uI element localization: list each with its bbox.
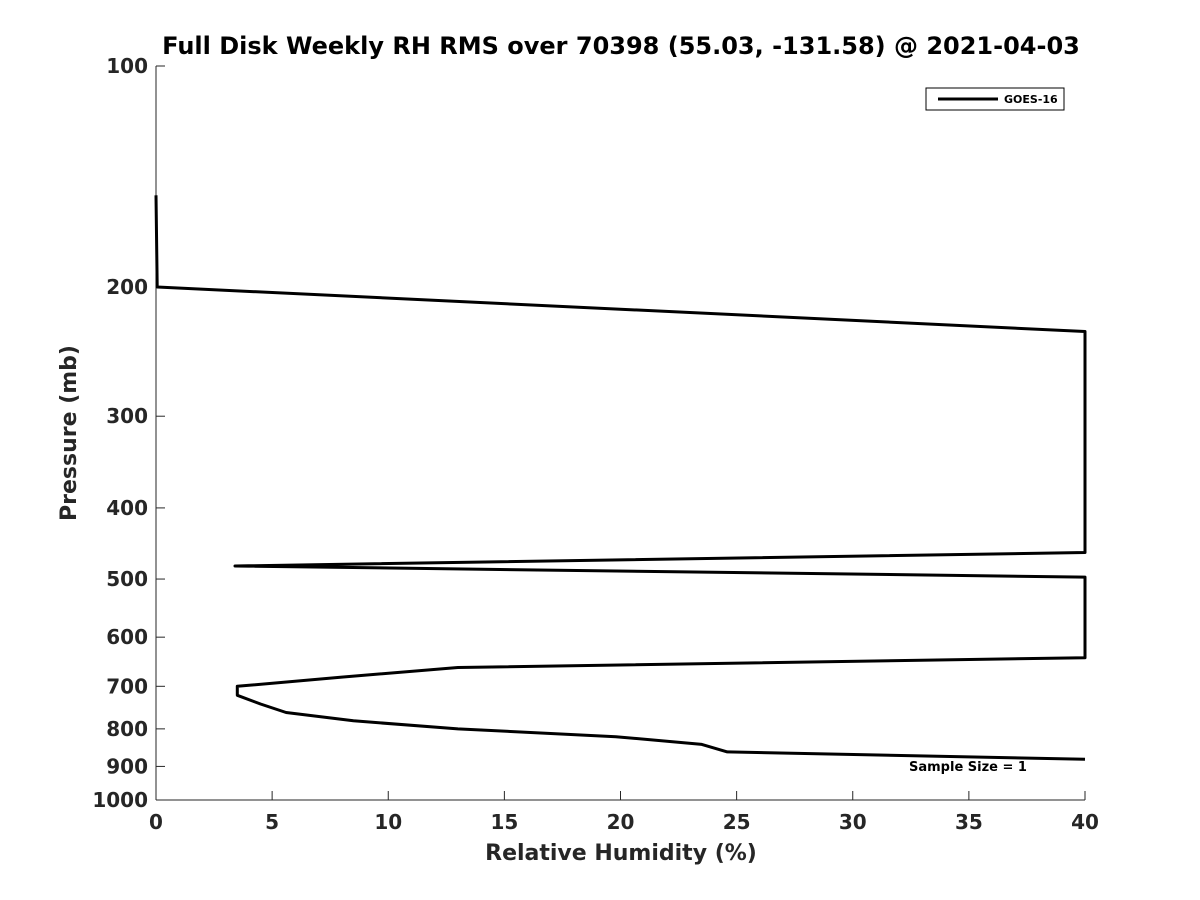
x-tick-label: 35 bbox=[955, 810, 983, 834]
y-tick-label: 1000 bbox=[92, 788, 148, 812]
x-tick-label: 5 bbox=[265, 810, 279, 834]
x-tick-label: 30 bbox=[839, 810, 867, 834]
series-line-goes-16 bbox=[154, 195, 1087, 761]
y-tick-label: 900 bbox=[106, 754, 148, 778]
x-tick-label: 25 bbox=[723, 810, 751, 834]
legend: GOES-16 bbox=[925, 87, 1065, 111]
x-tick-label: 20 bbox=[607, 810, 635, 834]
y-tick-label: 300 bbox=[106, 404, 148, 428]
axes bbox=[155, 66, 1085, 801]
x-ticks: 0 5 10 15 20 25 30 35 40 bbox=[149, 791, 1099, 834]
y-tick-label: 800 bbox=[106, 717, 148, 741]
y-tick-label: 200 bbox=[106, 275, 148, 299]
y-tick-label: 600 bbox=[106, 625, 148, 649]
series-group bbox=[154, 195, 1087, 761]
legend-label-goes-16: GOES-16 bbox=[1004, 93, 1058, 106]
x-axis-label: Relative Humidity (%) bbox=[485, 841, 757, 866]
sample-size-annotation: Sample Size = 1 bbox=[909, 760, 1027, 775]
x-tick-label: 40 bbox=[1071, 810, 1099, 834]
x-tick-label: 0 bbox=[149, 810, 163, 834]
x-tick-label: 15 bbox=[490, 810, 518, 834]
y-tick-label: 400 bbox=[106, 496, 148, 520]
y-tick-label: 100 bbox=[106, 54, 148, 78]
chart-title: Full Disk Weekly RH RMS over 70398 (55.0… bbox=[162, 32, 1080, 60]
y-tick-label: 500 bbox=[106, 567, 148, 591]
y-axis-label: Pressure (mb) bbox=[57, 345, 82, 521]
y-ticks: 100 200 300 400 500 600 700 800 900 1000 bbox=[92, 54, 165, 812]
x-tick-label: 10 bbox=[374, 810, 402, 834]
y-tick-label: 700 bbox=[106, 674, 148, 698]
